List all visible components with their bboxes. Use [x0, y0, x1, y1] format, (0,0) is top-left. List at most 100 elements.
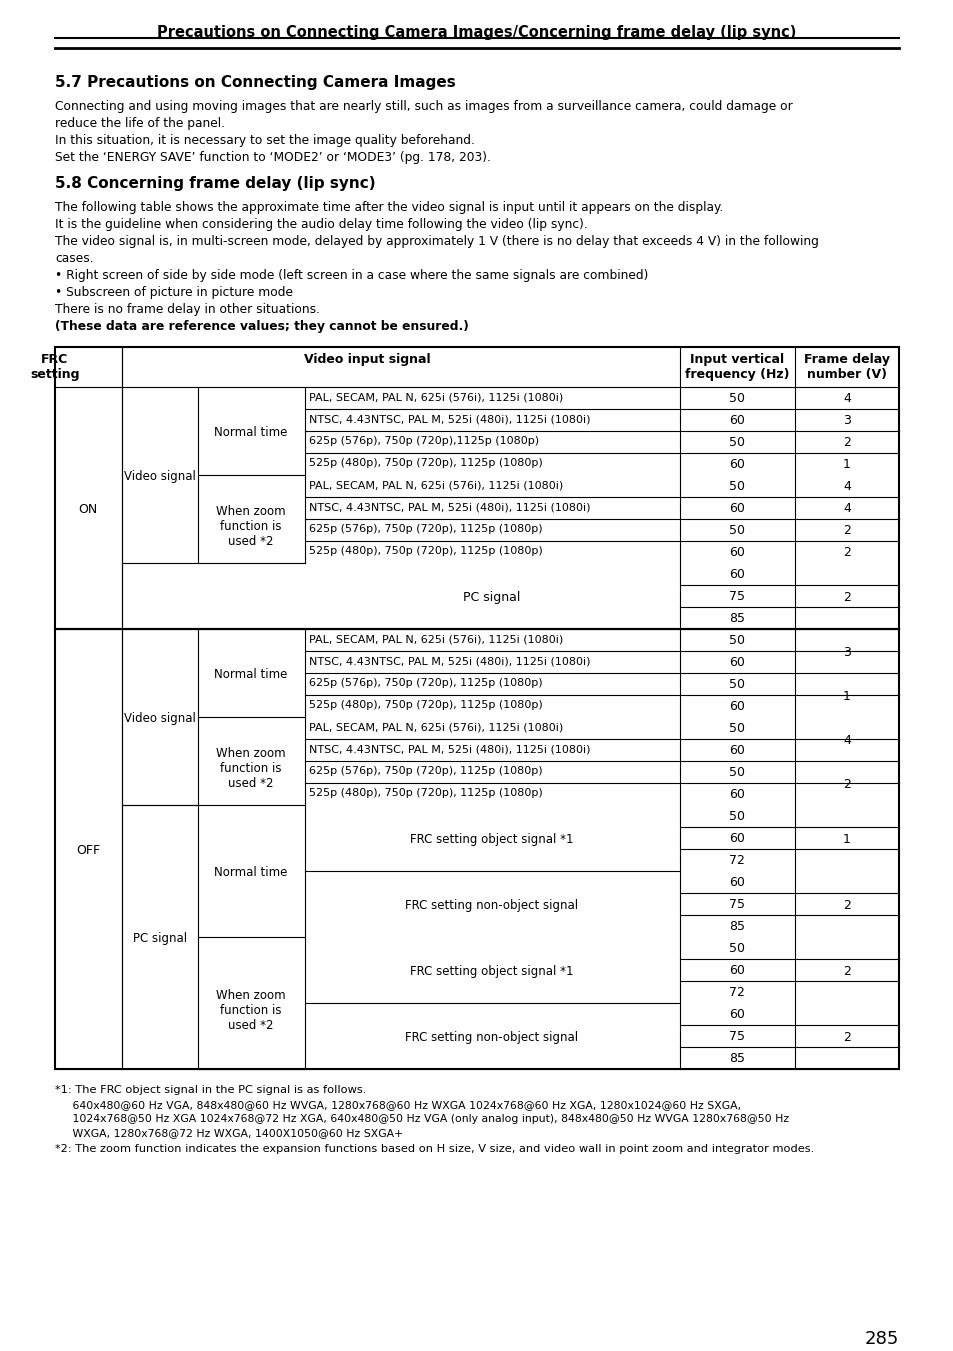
- Text: ON: ON: [78, 503, 97, 516]
- Text: Normal time: Normal time: [214, 667, 288, 681]
- Text: FRC setting object signal *1: FRC setting object signal *1: [410, 965, 573, 978]
- Text: 72: 72: [728, 854, 744, 867]
- Text: 60: 60: [728, 788, 744, 801]
- Text: Input vertical
frequency (Hz): Input vertical frequency (Hz): [684, 353, 788, 381]
- Text: 1024x768@50 Hz XGA 1024x768@72 Hz XGA, 640x480@50 Hz VGA (only analog input), 84: 1024x768@50 Hz XGA 1024x768@72 Hz XGA, 6…: [55, 1115, 788, 1124]
- Text: 60: 60: [728, 875, 744, 889]
- Text: 50: 50: [728, 436, 744, 449]
- Text: 2: 2: [842, 778, 850, 790]
- Text: 2: 2: [842, 965, 850, 978]
- Text: WXGA, 1280x768@72 Hz WXGA, 1400X1050@60 Hz SXGA+: WXGA, 1280x768@72 Hz WXGA, 1400X1050@60 …: [55, 1128, 403, 1138]
- Text: NTSC, 4.43NTSC, PAL M, 525i (480i), 1125i (1080i): NTSC, 4.43NTSC, PAL M, 525i (480i), 1125…: [309, 413, 590, 424]
- Text: When zoom
function is
used *2: When zoom function is used *2: [216, 989, 286, 1032]
- Text: Video input signal: Video input signal: [303, 353, 430, 366]
- Text: When zoom
function is
used *2: When zoom function is used *2: [216, 747, 286, 790]
- Text: 60: 60: [728, 458, 744, 471]
- Text: 85: 85: [728, 612, 744, 626]
- Text: • Right screen of side by side mode (left screen in a case where the same signal: • Right screen of side by side mode (lef…: [55, 269, 648, 282]
- Text: 5.8 Concerning frame delay (lip sync): 5.8 Concerning frame delay (lip sync): [55, 176, 375, 190]
- Text: 3: 3: [842, 646, 850, 659]
- Text: 50: 50: [728, 392, 744, 405]
- Text: 640x480@60 Hz VGA, 848x480@60 Hz WVGA, 1280x768@60 Hz WXGA 1024x768@60 Hz XGA, 1: 640x480@60 Hz VGA, 848x480@60 Hz WVGA, 1…: [55, 1100, 740, 1111]
- Text: 50: 50: [728, 524, 744, 536]
- Text: 2: 2: [842, 524, 850, 536]
- Text: PC signal: PC signal: [132, 932, 187, 944]
- Text: 60: 60: [728, 503, 744, 515]
- Text: FRC setting non-object signal: FRC setting non-object signal: [405, 1031, 578, 1044]
- Text: There is no frame delay in other situations.: There is no frame delay in other situati…: [55, 303, 319, 316]
- Text: NTSC, 4.43NTSC, PAL M, 525i (480i), 1125i (1080i): NTSC, 4.43NTSC, PAL M, 525i (480i), 1125…: [309, 503, 590, 512]
- Text: Video signal: Video signal: [124, 470, 195, 484]
- Text: 50: 50: [728, 721, 744, 735]
- Text: Video signal: Video signal: [124, 712, 195, 725]
- Text: Frame delay
number (V): Frame delay number (V): [803, 353, 889, 381]
- Text: 60: 60: [728, 1008, 744, 1021]
- Text: FRC
setting: FRC setting: [30, 353, 80, 381]
- Text: (These data are reference values; they cannot be ensured.): (These data are reference values; they c…: [55, 320, 468, 332]
- Text: 2: 2: [842, 546, 850, 559]
- Text: 4: 4: [842, 392, 850, 405]
- Text: 72: 72: [728, 986, 744, 998]
- Text: PAL, SECAM, PAL N, 625i (576i), 1125i (1080i): PAL, SECAM, PAL N, 625i (576i), 1125i (1…: [309, 721, 562, 732]
- Text: 525p (480p), 750p (720p), 1125p (1080p): 525p (480p), 750p (720p), 1125p (1080p): [309, 458, 542, 467]
- Text: FRC setting object signal *1: FRC setting object signal *1: [410, 834, 573, 846]
- Text: 625p (576p), 750p (720p), 1125p (1080p): 625p (576p), 750p (720p), 1125p (1080p): [309, 766, 542, 775]
- Text: 50: 50: [728, 678, 744, 690]
- Text: 50: 50: [728, 811, 744, 823]
- Text: PAL, SECAM, PAL N, 625i (576i), 1125i (1080i): PAL, SECAM, PAL N, 625i (576i), 1125i (1…: [309, 392, 562, 403]
- Text: NTSC, 4.43NTSC, PAL M, 525i (480i), 1125i (1080i): NTSC, 4.43NTSC, PAL M, 525i (480i), 1125…: [309, 744, 590, 754]
- Text: 285: 285: [863, 1329, 898, 1348]
- Text: Connecting and using moving images that are nearly still, such as images from a : Connecting and using moving images that …: [55, 100, 792, 113]
- Text: 75: 75: [728, 590, 744, 603]
- Text: 60: 60: [728, 700, 744, 713]
- Text: 75: 75: [728, 1029, 744, 1043]
- Text: Normal time: Normal time: [214, 866, 288, 880]
- Text: FRC setting non-object signal: FRC setting non-object signal: [405, 898, 578, 912]
- Text: 50: 50: [728, 942, 744, 955]
- Text: 2: 2: [842, 1031, 850, 1044]
- Text: 60: 60: [728, 657, 744, 669]
- Text: Precautions on Connecting Camera Images/Concerning frame delay (lip sync): Precautions on Connecting Camera Images/…: [157, 26, 796, 41]
- Text: 2: 2: [842, 590, 850, 604]
- Text: *1: The FRC object signal in the PC signal is as follows.: *1: The FRC object signal in the PC sign…: [55, 1085, 366, 1096]
- Text: It is the guideline when considering the audio delay time following the video (l: It is the guideline when considering the…: [55, 218, 587, 231]
- Text: 525p (480p), 750p (720p), 1125p (1080p): 525p (480p), 750p (720p), 1125p (1080p): [309, 546, 542, 557]
- Text: 85: 85: [728, 920, 744, 934]
- Text: 2: 2: [842, 436, 850, 449]
- Text: Normal time: Normal time: [214, 426, 288, 439]
- Text: Set the ‘ENERGY SAVE’ function to ‘MODE2’ or ‘MODE3’ (pg. 178, 203).: Set the ‘ENERGY SAVE’ function to ‘MODE2…: [55, 151, 491, 163]
- Text: 3: 3: [842, 413, 850, 427]
- Text: 75: 75: [728, 898, 744, 911]
- Text: • Subscreen of picture in picture mode: • Subscreen of picture in picture mode: [55, 286, 293, 299]
- Text: 60: 60: [728, 832, 744, 844]
- Text: In this situation, it is necessary to set the image quality beforehand.: In this situation, it is necessary to se…: [55, 134, 475, 147]
- Text: When zoom
function is
used *2: When zoom function is used *2: [216, 505, 286, 549]
- Text: 625p (576p), 750p (720p), 1125p (1080p): 625p (576p), 750p (720p), 1125p (1080p): [309, 678, 542, 688]
- Text: 50: 50: [728, 480, 744, 493]
- Text: The video signal is, in multi-screen mode, delayed by approximately 1 V (there i: The video signal is, in multi-screen mod…: [55, 235, 818, 249]
- Text: 4: 4: [842, 734, 850, 747]
- Text: 525p (480p), 750p (720p), 1125p (1080p): 525p (480p), 750p (720p), 1125p (1080p): [309, 788, 542, 798]
- Bar: [55, 347, 898, 1069]
- Text: *2: The zoom function indicates the expansion functions based on H size, V size,: *2: The zoom function indicates the expa…: [55, 1144, 814, 1154]
- Text: 4: 4: [842, 503, 850, 515]
- Text: The following table shows the approximate time after the video signal is input u: The following table shows the approximat…: [55, 201, 722, 213]
- Text: 1: 1: [842, 458, 850, 471]
- Text: 60: 60: [728, 744, 744, 757]
- Text: 1: 1: [842, 834, 850, 846]
- Text: PAL, SECAM, PAL N, 625i (576i), 1125i (1080i): PAL, SECAM, PAL N, 625i (576i), 1125i (1…: [309, 480, 562, 490]
- Text: 1: 1: [842, 690, 850, 703]
- Text: 625p (576p), 750p (720p), 1125p (1080p): 625p (576p), 750p (720p), 1125p (1080p): [309, 524, 542, 534]
- Text: OFF: OFF: [76, 844, 100, 857]
- Text: 525p (480p), 750p (720p), 1125p (1080p): 525p (480p), 750p (720p), 1125p (1080p): [309, 700, 542, 711]
- Text: PAL, SECAM, PAL N, 625i (576i), 1125i (1080i): PAL, SECAM, PAL N, 625i (576i), 1125i (1…: [309, 634, 562, 644]
- Text: reduce the life of the panel.: reduce the life of the panel.: [55, 118, 225, 130]
- Text: NTSC, 4.43NTSC, PAL M, 525i (480i), 1125i (1080i): NTSC, 4.43NTSC, PAL M, 525i (480i), 1125…: [309, 657, 590, 666]
- Text: 60: 60: [728, 965, 744, 977]
- Text: 2: 2: [842, 898, 850, 912]
- Text: 60: 60: [728, 413, 744, 427]
- Text: 60: 60: [728, 567, 744, 581]
- Text: 5.7 Precautions on Connecting Camera Images: 5.7 Precautions on Connecting Camera Ima…: [55, 76, 456, 91]
- Text: PC signal: PC signal: [463, 590, 520, 604]
- Text: 4: 4: [842, 480, 850, 493]
